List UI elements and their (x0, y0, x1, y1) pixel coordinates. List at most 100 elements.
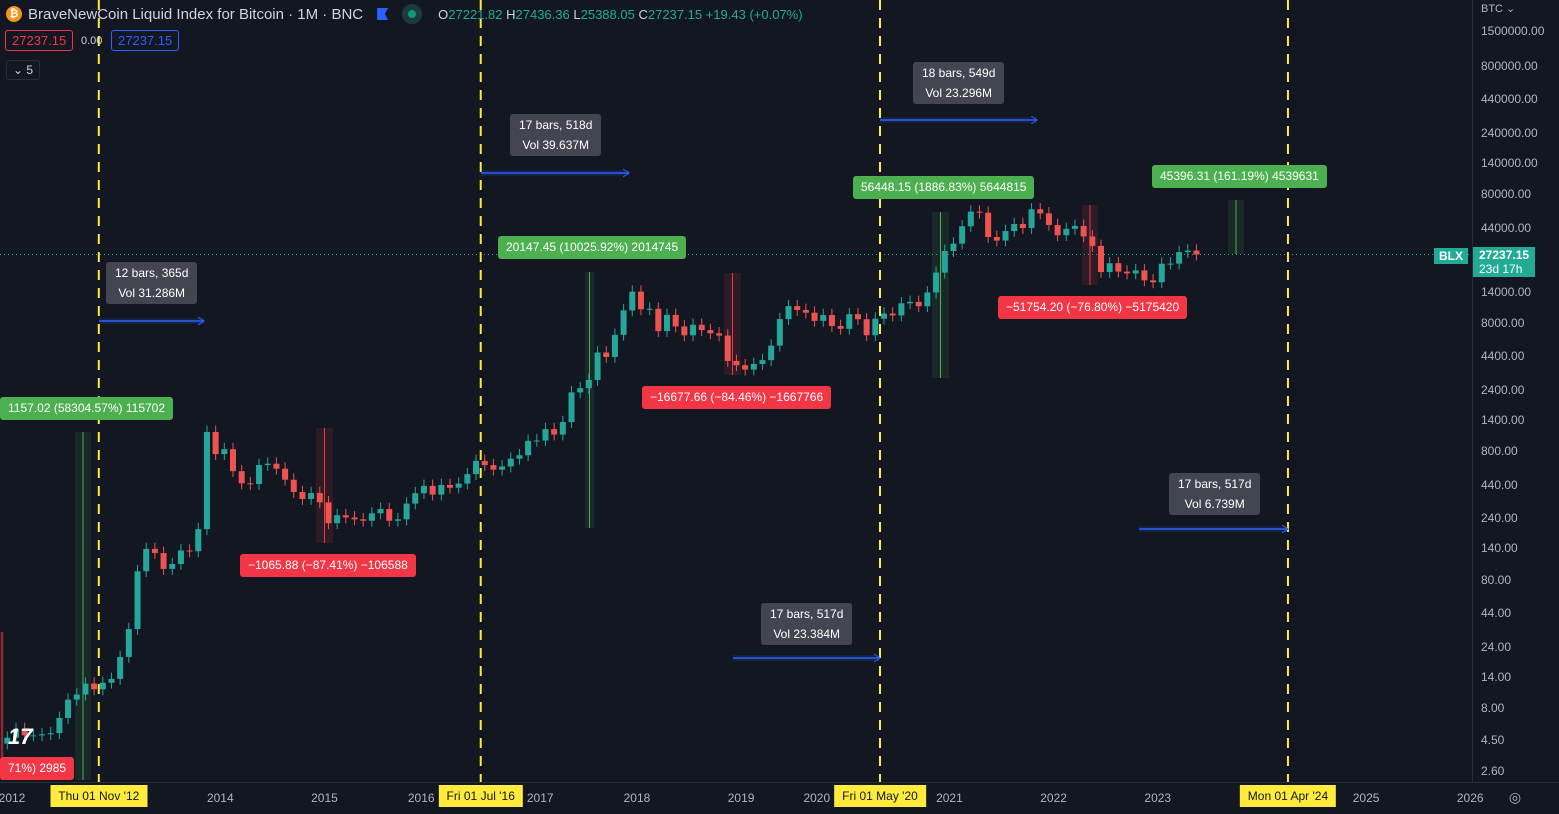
candle (915, 301, 922, 307)
candle (941, 251, 948, 273)
candle (351, 517, 358, 520)
candle (655, 308, 662, 332)
date-range-label[interactable]: 17 bars, 518d Vol 39.637M (510, 114, 602, 156)
price-range-label[interactable]: −16677.66 (−84.46%) −1667766 (642, 386, 832, 409)
price-chart[interactable] (0, 0, 1472, 782)
price-range-label[interactable]: −1065.88 (−87.41%) −106588 (240, 554, 416, 577)
candle (160, 553, 167, 569)
price-tick: 2400.00 (1481, 382, 1525, 397)
candle (1115, 263, 1122, 272)
candle (933, 272, 940, 293)
arrow-head-icon (1030, 115, 1038, 125)
indicators-toggle[interactable]: ⌄ 5 (6, 60, 41, 80)
price-tick: 4.50 (1481, 733, 1505, 748)
candle (108, 678, 115, 683)
candle (368, 513, 375, 521)
candle (420, 485, 427, 494)
candle (1132, 270, 1139, 274)
date-range-label[interactable]: 18 bars, 549d Vol 23.296M (913, 62, 1005, 104)
candle (212, 431, 219, 455)
candle (1080, 225, 1087, 237)
candle (802, 309, 809, 313)
date-range-label[interactable]: 17 bars, 517d Vol 23.384M (761, 603, 853, 645)
candle (898, 303, 905, 316)
candle (559, 422, 566, 435)
candle (221, 449, 228, 455)
tradingview-logo[interactable]: 17 (8, 724, 33, 749)
candle (99, 682, 106, 690)
bars-text: 17 bars, 517d (770, 607, 844, 621)
price-range-label[interactable]: 20147.45 (10025.92%) 2014745 (498, 236, 687, 259)
candle (620, 310, 627, 335)
candle (412, 493, 419, 504)
candle (264, 463, 271, 466)
candle (203, 431, 210, 530)
candle (186, 550, 193, 552)
candle (664, 314, 670, 332)
market-status-icon[interactable] (402, 4, 423, 24)
price-tick: 800000.00 (1481, 59, 1538, 74)
candle (889, 313, 896, 316)
time-tick: 2022 (1040, 791, 1067, 805)
arrow-head-icon (197, 316, 205, 326)
candle (473, 460, 480, 475)
candle (464, 474, 471, 484)
candle (4, 737, 11, 744)
candle (1150, 280, 1157, 283)
candle (342, 515, 349, 518)
time-axis[interactable]: 2012 2014 2015 2016 2017 2018 2019 2020 2021 2022… (0, 782, 1559, 814)
candle (429, 485, 436, 495)
candle (56, 717, 63, 734)
price-tick: 14.00 (1481, 669, 1512, 684)
candle (854, 314, 861, 320)
symbol-title[interactable]: BraveNewCoin Liquid Index for Bitcoin · … (28, 5, 364, 23)
candle (551, 429, 558, 435)
date-range-label[interactable]: 12 bars, 365d Vol 31.286M (106, 262, 198, 304)
candle (828, 315, 835, 327)
time-tick: 2014 (206, 791, 234, 805)
eye-icon[interactable]: ◎ (1508, 789, 1522, 805)
candle (976, 211, 983, 213)
price-tick: 8000.00 (1481, 315, 1525, 330)
candle (195, 529, 202, 552)
sell-price-button[interactable]: 27237.15 (5, 30, 74, 51)
candle (507, 458, 514, 467)
candle (776, 319, 783, 346)
candle (21, 728, 28, 736)
candle (820, 315, 827, 321)
candle (455, 483, 462, 488)
time-tick: 2017 (526, 791, 554, 805)
vertical-line-date-label: Mon 01 Apr '24 (1239, 785, 1337, 807)
candle (1071, 225, 1078, 229)
candle (151, 548, 158, 554)
candle (950, 243, 957, 252)
date-range-label[interactable]: 17 bars, 517d Vol 6.739M (1169, 473, 1261, 515)
time-tick: 2012 (0, 791, 26, 805)
price-tick: 140.00 (1481, 541, 1518, 556)
candle (1054, 224, 1061, 236)
candle (794, 306, 801, 310)
price-range-label[interactable]: 45396.31 (161.19%) 4539631 (1152, 165, 1327, 188)
candle (681, 326, 688, 336)
flag-icon[interactable] (377, 8, 389, 20)
chart-legend: ₿ BraveNewCoin Liquid Index for Bitcoin … (6, 4, 803, 24)
price-axis[interactable]: BTC ⌄ 1500000.00 800000.00 440000.00 240000… (1472, 0, 1559, 782)
bars-text: 17 bars, 517d (1178, 477, 1252, 491)
candle (742, 365, 749, 370)
time-tick: 2015 (311, 791, 338, 805)
price-range-label[interactable]: 56448.15 (1886.83%) 5644815 (853, 176, 1035, 199)
candle (516, 455, 523, 459)
buy-price-button[interactable]: 27237.15 (111, 30, 180, 51)
price-range-label[interactable]: 1157.02 (58304.57%) 115702 (0, 397, 174, 420)
price-tick: 80.00 (1481, 572, 1512, 587)
currency-selector[interactable]: BTC ⌄ (1481, 3, 1516, 15)
price-tick: 4400.00 (1481, 349, 1525, 364)
candle (698, 324, 705, 331)
candle (316, 493, 323, 503)
candle (907, 301, 914, 304)
candle (273, 463, 280, 469)
candle (637, 291, 644, 310)
candle (1141, 270, 1148, 281)
price-range-label[interactable]: 71%) 2985 (0, 757, 75, 780)
price-range-label[interactable]: −51754.20 (−76.80%) −5175420 (998, 296, 1188, 319)
